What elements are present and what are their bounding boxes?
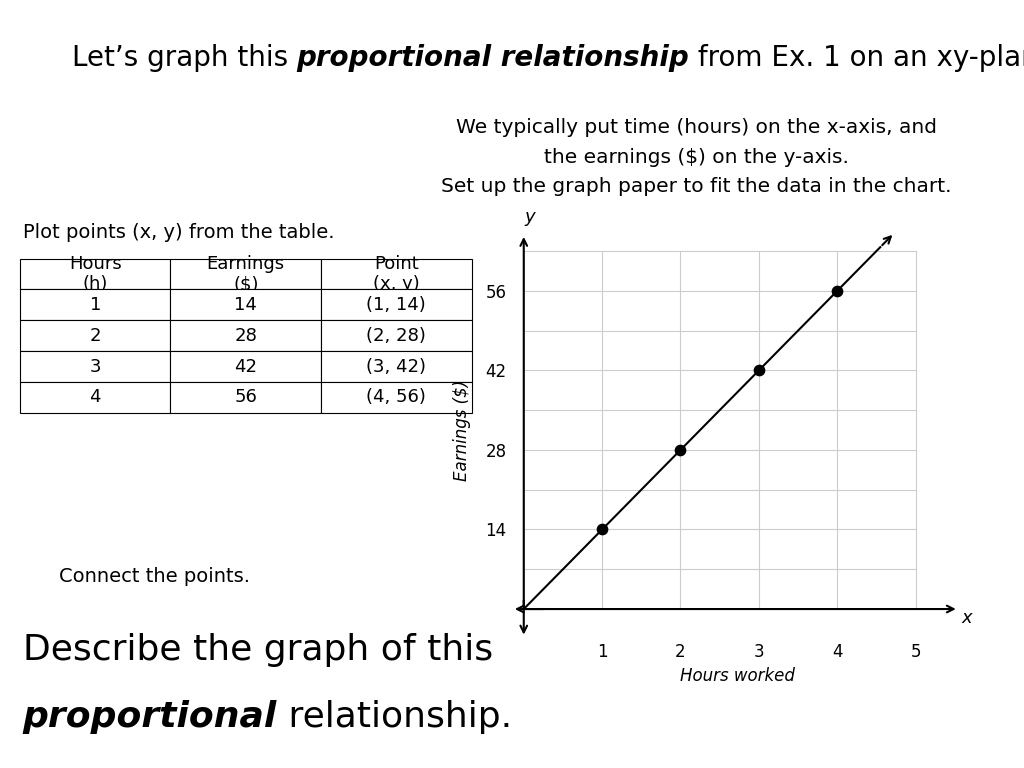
Text: y: y xyxy=(524,207,536,226)
Text: proportional relationship: proportional relationship xyxy=(297,44,689,71)
Text: We typically put time (hours) on the x-axis, and
the earnings ($) on the y-axis.: We typically put time (hours) on the x-a… xyxy=(441,118,951,197)
Point xyxy=(594,523,610,535)
Text: relationship.: relationship. xyxy=(276,700,512,734)
Point xyxy=(829,285,846,297)
Y-axis label: Earnings ($): Earnings ($) xyxy=(454,379,471,481)
Text: Let’s graph this: Let’s graph this xyxy=(72,44,297,71)
Text: Connect the points.: Connect the points. xyxy=(58,567,250,585)
Text: x: x xyxy=(961,608,972,627)
Text: Plot points (x, y) from the table.: Plot points (x, y) from the table. xyxy=(23,223,334,242)
Point xyxy=(751,364,767,376)
Text: Describe the graph of this: Describe the graph of this xyxy=(23,633,493,667)
Text: from Ex. 1 on an xy-plane.: from Ex. 1 on an xy-plane. xyxy=(689,44,1024,71)
Text: Hours worked: Hours worked xyxy=(680,667,795,685)
Point xyxy=(673,444,689,456)
Text: proportional: proportional xyxy=(23,700,276,734)
